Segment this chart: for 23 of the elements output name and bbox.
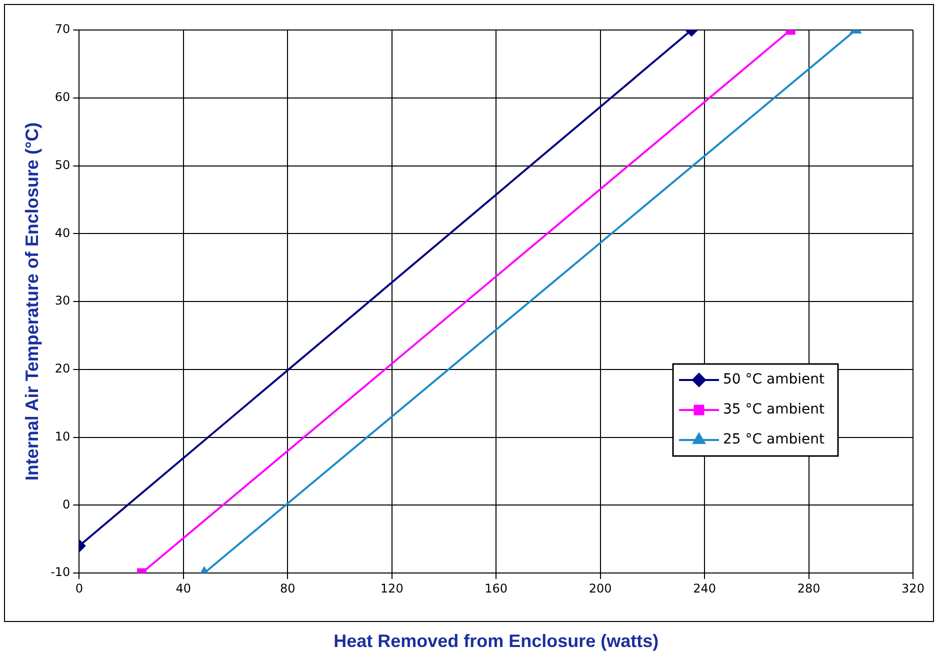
x-tick-label: 280 (797, 581, 820, 596)
x-axis-title: Heat Removed from Enclosure (watts) (334, 631, 659, 652)
x-tick-label: 320 (902, 581, 924, 596)
legend-label: 35 °C ambient (723, 402, 825, 418)
legend-label: 50 °C ambient (723, 372, 825, 388)
y-tick-label: 70 (54, 22, 70, 36)
x-tick-label: 160 (484, 581, 508, 596)
y-tick-label: 20 (54, 362, 70, 376)
x-tick-label: 240 (693, 581, 716, 596)
y-tick-label: 30 (54, 294, 70, 308)
y-tick-label: -10 (50, 565, 70, 580)
y-tick-label: 0 (62, 497, 70, 512)
x-tick-label: 0 (75, 581, 84, 596)
x-tick-label: 200 (588, 581, 612, 596)
y-tick-label: 60 (54, 90, 70, 104)
y-axis-title: Internal Air Temperature of Enclosure (°C) (22, 122, 42, 481)
y-tick-label: 10 (54, 429, 70, 444)
x-tick-label: 40 (176, 581, 192, 596)
y-tick-label: 40 (54, 226, 70, 240)
x-tick-label: 120 (380, 581, 404, 596)
legend-label: 25 °C ambient (723, 432, 825, 448)
y-tick-label: 50 (54, 158, 70, 172)
x-tick-label: 80 (280, 581, 296, 596)
